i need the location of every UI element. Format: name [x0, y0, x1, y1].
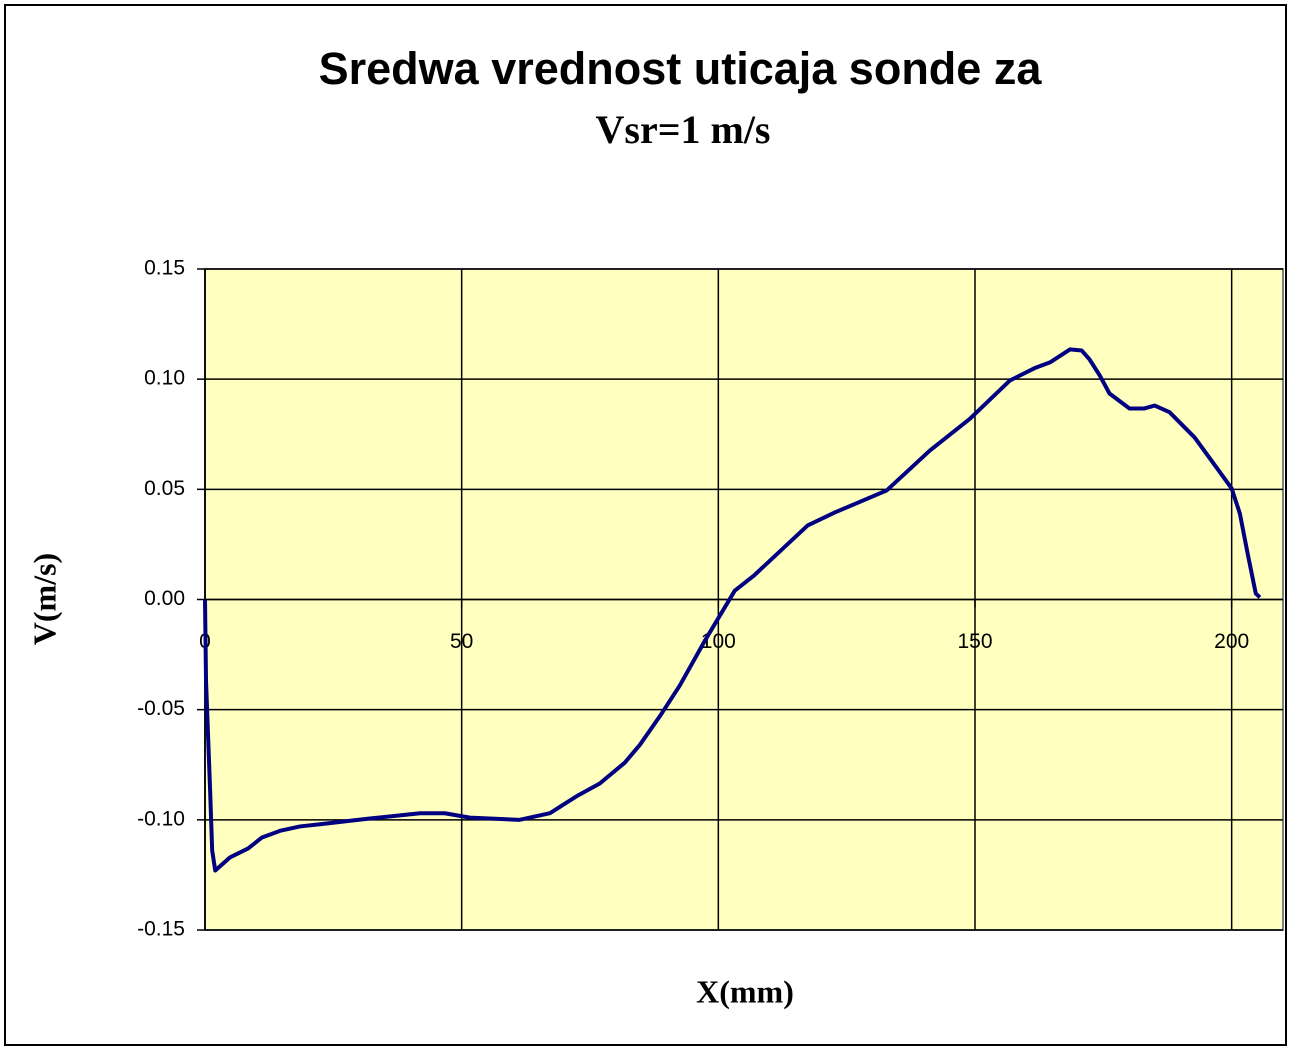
- chart-title: Sredwa vrednost uticaja sonde za: [319, 43, 1043, 94]
- x-tick-label: 200: [1214, 630, 1249, 653]
- y-tick-label: 0.05: [144, 477, 185, 500]
- y-tick-label: 0.10: [144, 367, 185, 390]
- y-tick-label: 0.00: [144, 587, 185, 610]
- chart-subtitle: Vsr=1 m/s: [596, 107, 771, 152]
- y-axis-label: V(m/s): [26, 553, 62, 645]
- y-tick-label: -0.10: [137, 807, 185, 830]
- y-tick-label: -0.05: [137, 697, 185, 720]
- y-tick-label: -0.15: [137, 918, 185, 941]
- x-axis-label: X(mm): [696, 973, 794, 1009]
- data-line: [203, 347, 1262, 873]
- x-tick-label: 50: [450, 630, 473, 653]
- y-tick-label: 0.15: [144, 257, 185, 280]
- x-tick-label: 150: [957, 630, 992, 653]
